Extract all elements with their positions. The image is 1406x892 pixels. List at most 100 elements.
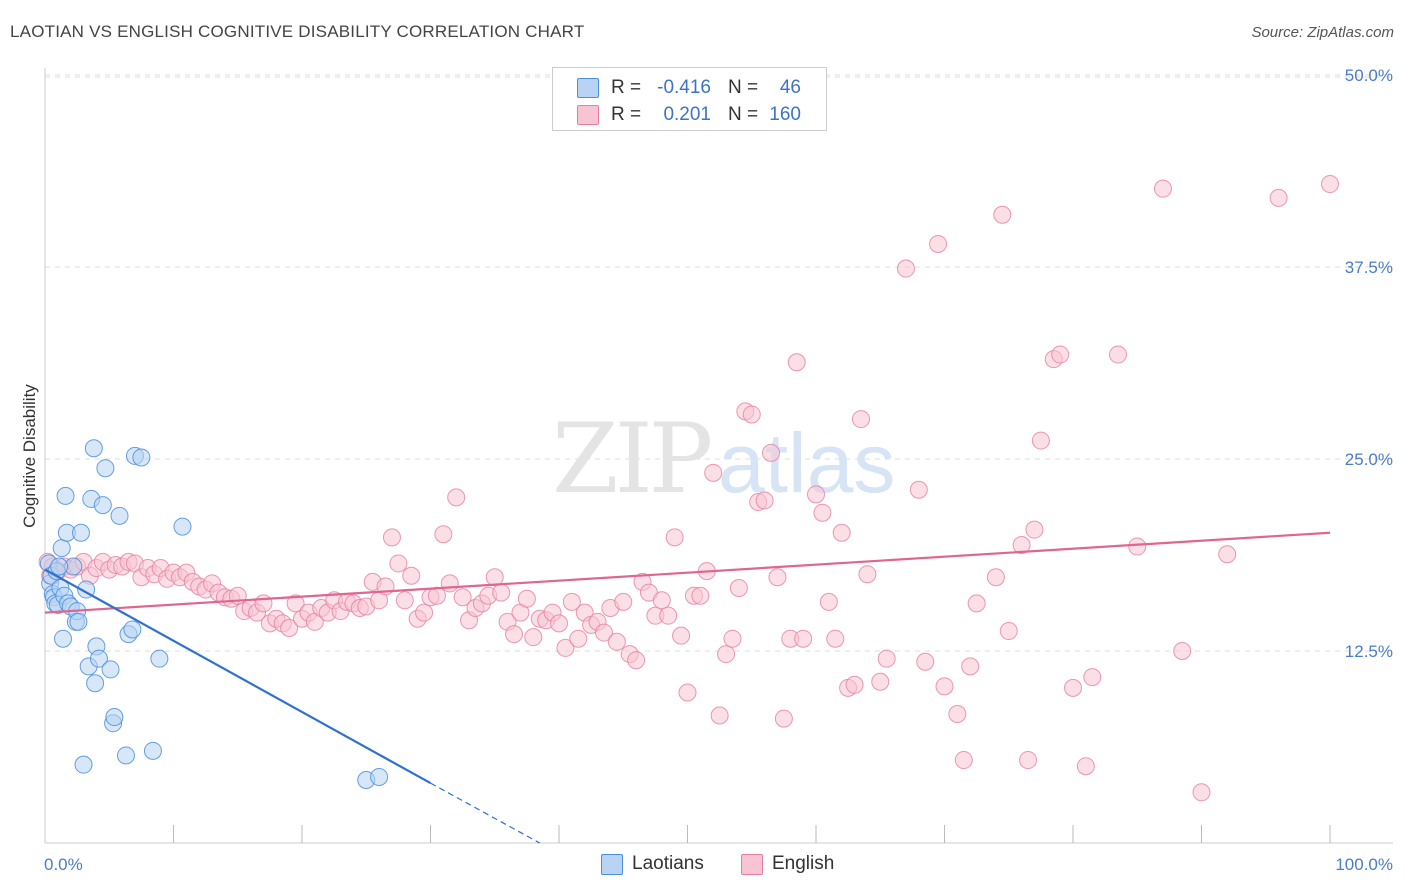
english-point (1064, 678, 1082, 697)
legend-r-value: 0.201 (663, 104, 711, 125)
english-point (729, 579, 748, 598)
laotian-point (84, 439, 103, 458)
english-point (492, 583, 511, 602)
english-point (556, 638, 575, 657)
english-point (1012, 536, 1031, 555)
english-point (1025, 520, 1044, 539)
english-point (755, 491, 774, 510)
english-point (845, 675, 864, 694)
laotian-point (101, 660, 120, 679)
english-point (440, 574, 459, 593)
laotian-point (56, 486, 75, 505)
english-point (447, 488, 466, 507)
english-point (993, 205, 1012, 224)
laotian-point (173, 517, 192, 536)
english-point (691, 586, 710, 605)
english-point (819, 592, 838, 611)
english-point (832, 523, 851, 542)
legend-n-value: 46 (779, 77, 801, 98)
english-point (710, 706, 729, 725)
english-point (607, 632, 626, 651)
english-point (916, 652, 935, 671)
english-point (1083, 668, 1102, 687)
laotian-point (74, 755, 93, 774)
legend-n-label: N = (728, 77, 759, 98)
english-points (38, 175, 1339, 802)
chart-title: LAOTIAN VS ENGLISH COGNITIVE DISABILITY … (10, 22, 585, 41)
english-point (935, 677, 954, 696)
laotians-swatch (577, 78, 599, 98)
english-point (723, 629, 742, 648)
laotian-point (105, 708, 124, 727)
english-point (1051, 345, 1070, 364)
english-point (569, 629, 588, 648)
english-point (742, 405, 761, 424)
x-tick-label: 0.0% (44, 855, 83, 874)
english-point (787, 353, 806, 372)
english-point (871, 672, 890, 691)
laotian-trend-extension (430, 782, 541, 844)
english-point (524, 628, 543, 647)
legend-r-value: -0.416 (657, 77, 711, 98)
legend-row-english: R = 0.201 N = 160 (553, 101, 826, 129)
english-point (909, 480, 928, 499)
english-point (659, 606, 678, 625)
english-point (678, 683, 697, 702)
laotian-point (93, 496, 112, 515)
english-point (986, 568, 1005, 587)
english-point (505, 625, 524, 644)
english-point (762, 443, 781, 462)
y-tick-label: 25.0% (1345, 450, 1393, 469)
english-point (826, 629, 845, 648)
english-point (434, 525, 453, 544)
english-point (594, 623, 613, 642)
laotian-point (96, 459, 115, 478)
y-tick-label: 37.5% (1345, 258, 1393, 277)
watermark-atlas: atlas (718, 416, 895, 510)
watermark-zip: ZIP (552, 403, 711, 515)
english-point (485, 568, 504, 587)
english-point (614, 592, 633, 611)
laotian-point (71, 523, 90, 542)
laotian-point (52, 539, 71, 558)
series-legend: Laotians English (0, 852, 1406, 878)
english-point (1153, 179, 1172, 198)
english-point (794, 629, 813, 648)
english-point (948, 704, 967, 723)
english-point (1218, 545, 1237, 564)
english-point (1031, 431, 1050, 450)
english-point (704, 463, 723, 482)
legend-row-laotians: R = -0.416 N = 46 (553, 74, 826, 102)
english-point (851, 410, 870, 429)
english-trend-line (44, 531, 1331, 614)
english-point (427, 586, 446, 605)
legend-n-label: N = (728, 104, 759, 125)
laotian-point (370, 767, 389, 786)
english-point (415, 603, 434, 622)
english-point (807, 485, 825, 504)
y-axis-title: Cognitive Disability (20, 384, 39, 528)
laotian-point (50, 557, 69, 576)
english-point (665, 528, 684, 547)
english-point (1173, 642, 1192, 660)
axes (44, 68, 1393, 844)
english-point (389, 554, 408, 573)
english-point (517, 589, 536, 608)
legend-r-label: R = (611, 104, 642, 125)
legend-r-label: R = (611, 77, 642, 98)
laotian-point (69, 612, 88, 631)
laotian-point (132, 448, 151, 467)
laotian-point (53, 629, 72, 648)
english-point (1269, 188, 1288, 207)
english-point (1076, 757, 1095, 776)
legend-n-value: 160 (769, 104, 801, 125)
english-point (768, 568, 787, 587)
english-point (954, 751, 973, 770)
english-point (896, 259, 915, 278)
trend-lines (44, 531, 1331, 844)
english-swatch (577, 105, 599, 125)
grid-lines (45, 74, 1393, 652)
english-point (1321, 175, 1339, 194)
english-point (1108, 345, 1127, 364)
